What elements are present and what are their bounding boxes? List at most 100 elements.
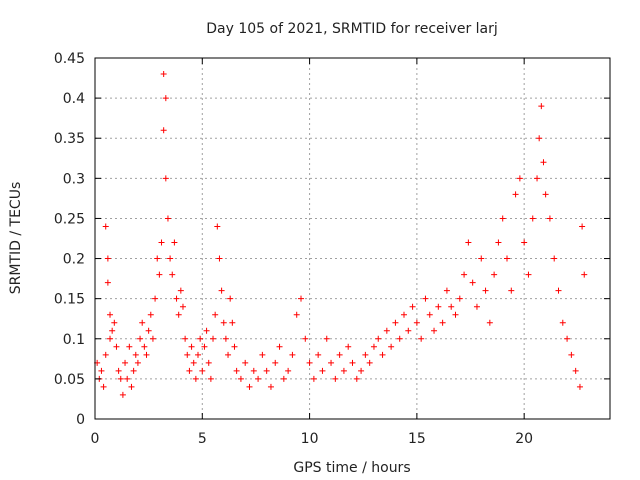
y-tick-label: 0	[76, 412, 85, 428]
data-point	[255, 375, 262, 382]
data-point	[536, 135, 543, 142]
y-tick-label: 0.2	[63, 252, 85, 268]
data-point	[499, 215, 506, 222]
data-point	[182, 335, 189, 342]
data-point	[358, 367, 365, 374]
data-point	[98, 367, 105, 374]
data-point	[426, 311, 433, 318]
data-point	[205, 359, 212, 366]
data-point	[310, 375, 317, 382]
data-point	[175, 311, 182, 318]
data-point	[216, 255, 223, 262]
data-point	[237, 375, 244, 382]
x-tick-label: 0	[91, 431, 100, 447]
data-point	[383, 327, 390, 334]
data-point	[171, 239, 178, 246]
data-point	[259, 351, 266, 358]
data-point	[379, 351, 386, 358]
data-point	[158, 239, 165, 246]
data-point	[177, 287, 184, 294]
data-point	[461, 271, 468, 278]
data-point	[332, 375, 339, 382]
data-point	[431, 327, 438, 334]
data-point	[581, 271, 588, 278]
data-point	[149, 335, 156, 342]
axis-tick-labels: 0 0.05 0.1 0.15 0.2 0.25 0.3 0.35 0.4 0.45 0 5 10 15 2…	[54, 51, 533, 447]
data-point	[169, 271, 176, 278]
data-point	[145, 327, 152, 334]
data-point	[443, 287, 450, 294]
data-point	[199, 367, 206, 374]
data-point	[203, 327, 210, 334]
data-point	[409, 303, 416, 310]
data-point	[272, 359, 279, 366]
x-axis-label: GPS time / hours	[293, 460, 410, 476]
data-point	[250, 367, 257, 374]
data-point	[124, 375, 131, 382]
data-point	[128, 383, 135, 390]
data-point	[201, 343, 208, 350]
data-point	[413, 319, 420, 326]
data-point	[366, 359, 373, 366]
chart-title: Day 105 of 2021, SRMTID for receiver lar…	[206, 21, 498, 37]
y-tick-label: 0.4	[63, 91, 85, 107]
data-point	[456, 295, 463, 302]
data-point	[227, 295, 234, 302]
data-point	[534, 175, 541, 182]
data-point	[448, 303, 455, 310]
data-point	[214, 223, 221, 230]
data-point	[572, 367, 579, 374]
data-point	[482, 287, 489, 294]
data-point	[162, 95, 169, 102]
data-point	[190, 359, 197, 366]
data-point	[109, 327, 116, 334]
data-point	[289, 351, 296, 358]
data-point	[542, 191, 549, 198]
data-point	[525, 271, 532, 278]
data-point	[465, 239, 472, 246]
data-point	[345, 343, 352, 350]
grid-lines	[95, 58, 610, 419]
data-point	[134, 359, 141, 366]
data-point	[113, 343, 120, 350]
data-point	[122, 359, 129, 366]
data-point	[422, 295, 429, 302]
data-point	[104, 255, 111, 262]
data-point	[100, 383, 107, 390]
data-point	[388, 343, 395, 350]
data-point	[156, 271, 163, 278]
data-point	[579, 223, 586, 230]
y-tick-label: 0.35	[54, 131, 85, 147]
data-point	[401, 311, 407, 318]
data-point	[132, 351, 139, 358]
y-tick-label: 0.3	[63, 171, 85, 187]
data-point	[306, 359, 313, 366]
data-point	[160, 71, 167, 78]
y-tick-label: 0.05	[54, 372, 85, 388]
data-point	[147, 311, 154, 318]
data-point	[160, 127, 167, 134]
data-point	[117, 375, 124, 382]
data-point	[353, 375, 360, 382]
data-point	[435, 303, 442, 310]
data-points	[94, 71, 588, 398]
data-point	[218, 287, 225, 294]
data-point	[242, 359, 249, 366]
data-point	[229, 319, 236, 326]
plot-area-frame	[94, 57, 611, 420]
data-point	[104, 279, 111, 286]
data-point	[231, 343, 238, 350]
data-point	[555, 287, 562, 294]
data-point	[469, 279, 476, 286]
data-point	[115, 367, 122, 374]
data-point	[559, 319, 566, 326]
data-point	[137, 335, 144, 342]
data-point	[349, 359, 356, 366]
data-point	[302, 335, 309, 342]
data-point	[197, 335, 204, 342]
data-point	[162, 175, 169, 182]
data-point	[263, 367, 270, 374]
data-point	[298, 295, 304, 302]
data-point	[452, 311, 459, 318]
axis-ticks	[94, 57, 610, 420]
